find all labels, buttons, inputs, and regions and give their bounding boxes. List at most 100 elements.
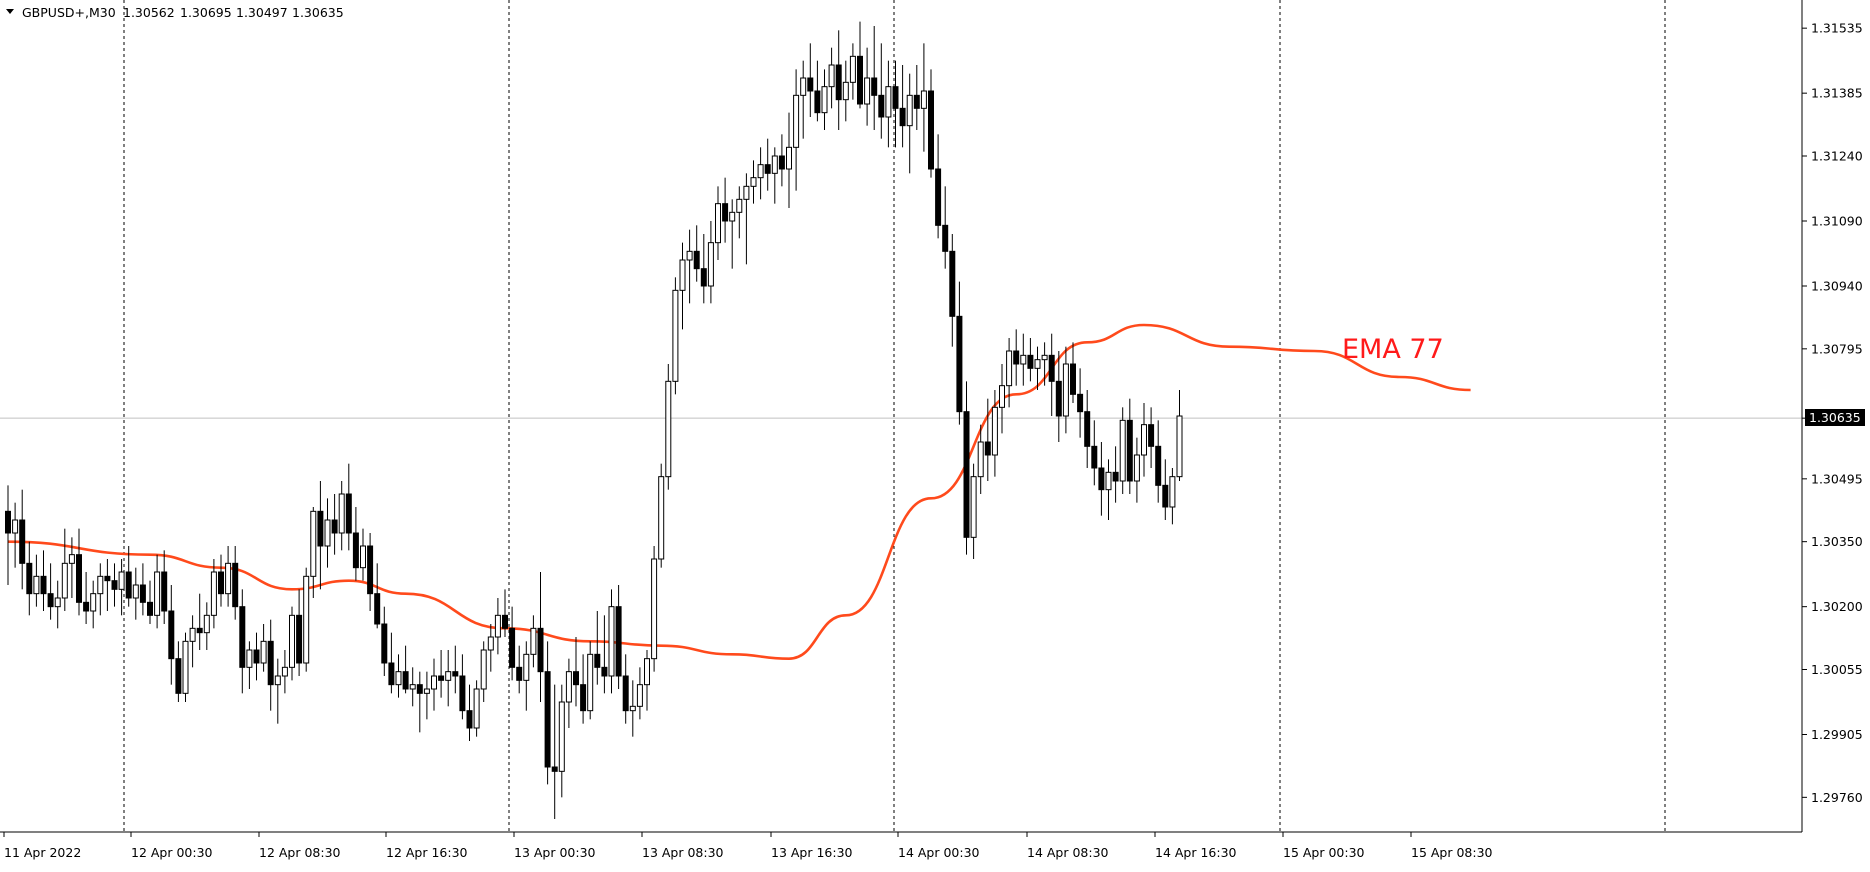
header-low: 1.30497 [236,5,288,20]
time-tick-label: 13 Apr 00:30 [514,845,596,860]
candle-bull [338,493,345,534]
candle-bull [1141,424,1147,456]
time-tick-label: 14 Apr 16:30 [1155,845,1237,860]
candle-bull [473,688,480,729]
candle-bull [1105,471,1112,491]
candle-bull [431,675,437,690]
candle-bear [878,94,885,118]
candle-bull [281,666,288,677]
header-close: 1.30635 [292,5,344,20]
candle-bull [68,554,75,564]
candle-bear [601,666,608,677]
candle-bear [700,268,707,287]
candle-bull [828,64,835,88]
candle-bull [1176,415,1183,478]
candle-bear [956,315,963,413]
price-tick-label: 1.29760 [1811,790,1863,805]
candle-bear [196,627,203,634]
candle-bull [494,614,501,638]
candle-bear [963,411,970,538]
candle-bull [885,86,892,118]
candle-bull [289,614,295,668]
candle-bear [331,519,338,534]
candle-bear [459,675,466,712]
candle-bear [416,684,423,694]
candle-bear [1148,424,1155,447]
candle-bear [899,107,906,127]
candle-bear [594,653,601,668]
candle-bear [239,606,246,668]
candle-bull [182,640,189,694]
candle-bull [1169,476,1176,508]
candle-bull [97,575,104,595]
candle-bear [509,627,516,668]
price-tick-label: 1.31385 [1811,86,1863,101]
candle-bull [360,545,366,569]
candle-bull [991,406,998,456]
candle-bear [928,90,934,170]
candle-bull [1133,454,1140,482]
candle-bull [523,653,530,681]
ema-77-line [7,323,1471,660]
price-tick-label: 1.30940 [1811,279,1863,294]
header-open: 1.30562 [123,5,175,20]
candle-bear [125,571,132,599]
candle-bear [1112,471,1119,482]
candle-bull [658,476,665,560]
candle-bear [1126,419,1133,482]
candle-bear [913,94,920,109]
candle-bear [161,571,168,612]
price-tick-label: 1.31535 [1811,21,1863,36]
time-tick-label: 12 Apr 00:30 [131,845,213,860]
candle-bear [104,575,111,582]
candle-bear [1162,484,1169,508]
candle-bull [736,198,743,213]
candle-bear [871,77,878,96]
candle-bull [757,164,764,179]
candle-bear [857,55,863,105]
candle-bull [274,675,281,686]
candle-bear [942,224,949,252]
candle-bull [842,81,849,101]
candle-bear [47,593,54,608]
candle-bull [1041,354,1048,361]
candle-bear [40,575,47,595]
candle-bull [324,519,331,547]
price-tick-label: 1.30795 [1811,341,1863,356]
candle-bull [61,562,68,599]
dropdown-triangle-icon[interactable] [6,9,14,14]
candle-bull [1006,350,1013,387]
candle-bull [849,55,856,83]
candle-bear [722,203,729,222]
candle-bull [225,562,232,595]
candle-bear [296,614,303,664]
candle-bull [608,606,615,677]
candle-layer [5,21,1183,819]
candle-bull [821,86,828,114]
candle-bear [5,510,11,534]
candle-bear [111,580,118,590]
candle-bear [1055,380,1062,417]
candle-bear [1048,354,1055,382]
candle-bear [466,710,473,729]
candle-bear [935,168,942,226]
candle-bull [793,94,800,148]
candle-bull [558,701,565,772]
candle-bull [672,289,679,382]
candle-bull [1020,354,1027,365]
candle-bear [267,640,274,686]
current-price-tag-bg [1805,409,1865,426]
candle-bear [807,77,814,92]
candle-bear [1098,467,1105,491]
candle-bear [1091,445,1098,469]
candle-bear [253,649,260,664]
candle-bull [686,250,693,261]
grid-layer [0,0,1802,832]
candle-bear [367,545,374,595]
candle-bear [984,441,991,456]
price-tick-label: 1.30350 [1811,534,1863,549]
candle-bull [154,571,161,616]
